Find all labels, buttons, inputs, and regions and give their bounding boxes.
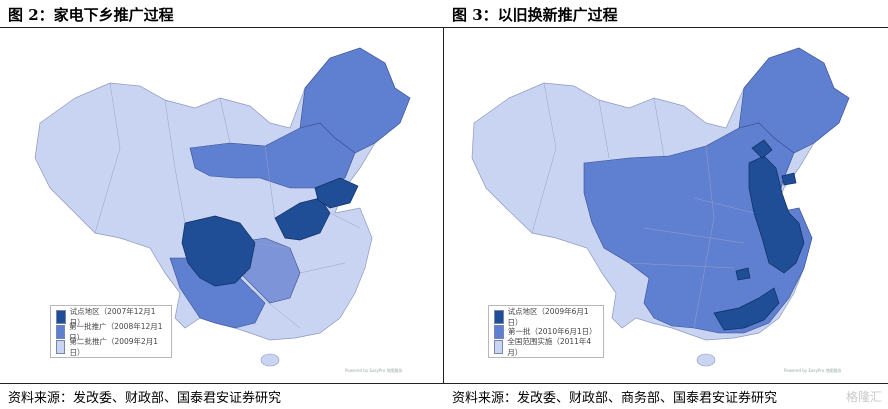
left-china-map: [34, 47, 411, 367]
left-region-shandong: [314, 177, 359, 209]
right-legend-item: 试点地区（2009年6月1日）: [494, 307, 598, 327]
left-figure: 图 2：家电下乡推广过程: [0, 0, 443, 409]
legend-swatch: [494, 309, 504, 324]
legend-swatch: [56, 324, 66, 339]
right-region-hainan: [696, 353, 716, 367]
right-region-hunan-spot: [735, 267, 751, 281]
legend-swatch: [494, 339, 504, 354]
left-province-lines: [94, 82, 361, 329]
left-legend: 试点地区（2007年12月1日） 第一批推广（2008年12月1日） 第二批推广…: [50, 305, 172, 358]
right-figure-title: 图 3：以旧换新推广过程: [452, 6, 618, 24]
left-legend-item: 第二批推广（2009年2月1日）: [56, 337, 166, 357]
left-source: 资料来源：发改委、财政部、国泰君安证券研究: [8, 391, 282, 406]
right-region-beijing-tianjin: [751, 139, 773, 159]
left-region-north-belt: [189, 122, 356, 189]
legend-swatch: [56, 309, 66, 324]
legend-label: 第一批推广（2008年12月1日）: [69, 321, 163, 342]
left-map-credit: Powered by EasyPro 地图服务: [345, 368, 403, 373]
legend-label: 全国范围实施（2011年4月）: [507, 336, 592, 357]
right-figure: 图 3：以旧换新推广过程: [444, 0, 888, 409]
right-source: 资料来源：发改委、财政部、商务部、国泰君安证券研究: [452, 391, 778, 406]
left-region-sichuan: [181, 215, 256, 287]
legend-label: 第一批（2010年6月1日）: [508, 327, 597, 336]
left-figure-title: 图 2：家电下乡推广过程: [8, 6, 174, 24]
left-region-henan: [274, 197, 331, 241]
legend-label: 第二批推广（2009年2月1日）: [69, 336, 159, 357]
left-region-hainan: [260, 353, 280, 367]
right-region-dalian: [781, 172, 797, 186]
left-legend-item: 第一批推广（2008年12月1日）: [56, 322, 166, 342]
legend-label: 试点地区（2007年12月1日）: [69, 306, 156, 327]
right-region-east-coast: [748, 155, 805, 274]
watermark: 格隆汇: [845, 390, 882, 404]
right-legend-item: 第一批（2010年6月1日）: [494, 324, 598, 339]
right-map: 试点地区（2009年6月1日） 第一批（2010年6月1日） 全国范围实施（20…: [444, 28, 888, 383]
panel-divider: [443, 27, 444, 384]
left-legend-item: 试点地区（2007年12月1日）: [56, 307, 166, 327]
right-china-map: [471, 47, 850, 367]
legend-swatch: [56, 339, 66, 354]
legend-label: 试点地区（2009年6月1日）: [507, 306, 589, 327]
top-rule: [0, 27, 888, 28]
right-legend-item: 全国范围实施（2011年4月）: [494, 337, 598, 357]
left-map: 试点地区（2007年12月1日） 第一批推广（2008年12月1日） 第二批推广…: [0, 28, 443, 383]
legend-swatch: [494, 324, 504, 339]
bottom-rule: [0, 383, 888, 384]
right-map-credit: Powered by EasyPro 地图服务: [784, 368, 842, 373]
right-province-lines: [531, 82, 755, 329]
right-region-fujian-guangdong: [713, 287, 780, 331]
right-legend: 试点地区（2009年6月1日） 第一批（2010年6月1日） 全国范围实施（20…: [488, 305, 604, 358]
